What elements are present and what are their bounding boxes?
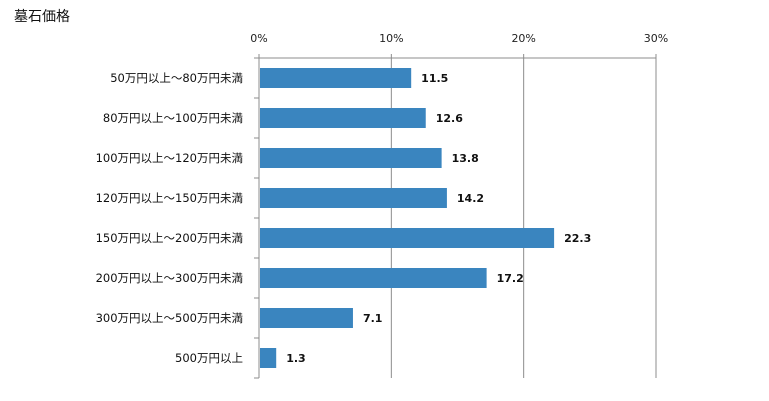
bar-6 <box>260 308 353 328</box>
bar-4 <box>260 228 555 248</box>
data-label-4: 22.3 <box>564 232 591 245</box>
bar-5 <box>260 268 487 288</box>
bar-0 <box>260 68 412 88</box>
category-label-6: 300万円以上～500万円未満 <box>96 311 243 325</box>
category-label-7: 500万円以上 <box>175 351 243 365</box>
category-label-5: 200万円以上～300万円未満 <box>96 271 243 285</box>
data-label-5: 17.2 <box>497 272 524 285</box>
category-label-2: 100万円以上～120万円未満 <box>96 151 243 165</box>
bar-2 <box>260 148 442 168</box>
x-tick-label-2: 20% <box>511 32 535 45</box>
data-labels: 11.5 12.6 13.8 14.2 22.3 17.2 7.1 1.3 <box>286 72 591 365</box>
category-label-4: 150万円以上～200万円未満 <box>96 231 243 245</box>
bars <box>260 68 555 368</box>
data-label-7: 1.3 <box>286 352 306 365</box>
bar-7 <box>260 348 277 368</box>
bar-3 <box>260 188 447 208</box>
data-label-0: 11.5 <box>421 72 448 85</box>
x-axis-ticks: 0% 10% 20% 30% <box>250 32 668 58</box>
grid-lines <box>390 58 657 378</box>
x-tick-label-3: 30% <box>644 32 668 45</box>
data-label-2: 13.8 <box>452 152 479 165</box>
data-label-1: 12.6 <box>436 112 463 125</box>
x-tick-label-0: 0% <box>250 32 267 45</box>
axes <box>254 57 656 379</box>
category-label-3: 120万円以上～150万円未満 <box>96 191 243 205</box>
x-tick-label-1: 10% <box>379 32 403 45</box>
chart-title: 墓石価格 <box>14 9 70 25</box>
category-labels: 50万円以上～80万円未満 80万円以上～100万円未満 100万円以上～120万円… <box>96 71 243 365</box>
data-label-3: 14.2 <box>457 192 484 205</box>
category-label-1: 80万円以上～100万円未満 <box>103 111 243 125</box>
bar-1 <box>260 108 426 128</box>
category-label-0: 50万円以上～80万円未満 <box>110 71 243 85</box>
data-label-6: 7.1 <box>363 312 383 325</box>
